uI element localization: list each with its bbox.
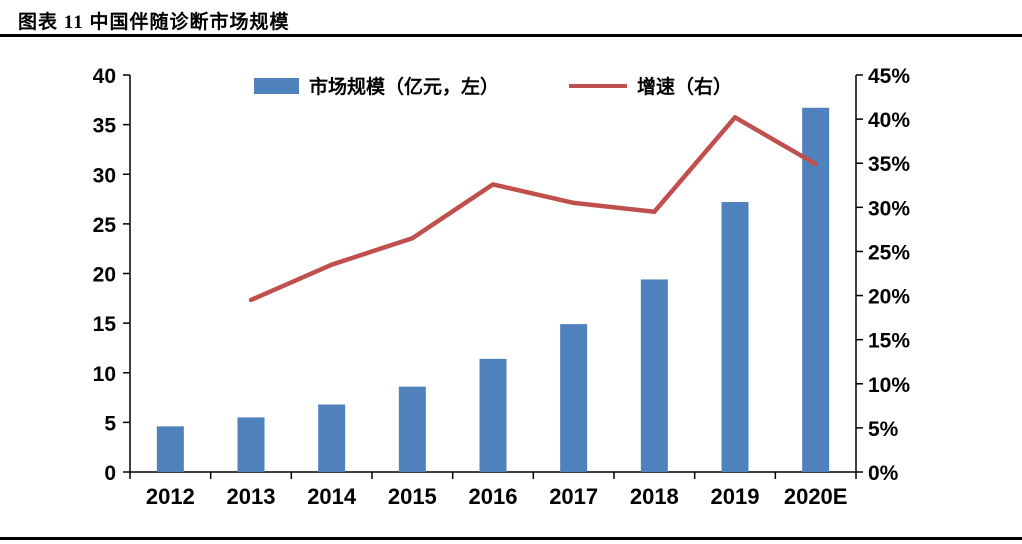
legend-item-growth-rate: 增速（右） xyxy=(569,72,732,99)
legend-label: 市场规模（亿元，左） xyxy=(308,77,499,98)
bar-2017 xyxy=(560,324,588,472)
bar-2012 xyxy=(156,426,184,472)
x-axis-tick-label: 2017 xyxy=(549,484,598,509)
x-axis-tick-label: 2015 xyxy=(388,484,437,509)
right-axis-tick-label: 25% xyxy=(868,241,910,264)
x-axis-tick-label: 2014 xyxy=(307,484,357,509)
right-axis-tick-label: 30% xyxy=(868,197,910,220)
bar-2013 xyxy=(237,417,265,472)
x-axis-tick-label: 2013 xyxy=(227,484,276,509)
bar-2018 xyxy=(640,279,668,472)
left-axis-tick-label: 40 xyxy=(93,65,116,88)
right-axis-tick-label: 10% xyxy=(868,374,910,397)
page-bottom-rule xyxy=(0,537,1022,540)
bar-2014 xyxy=(318,404,346,472)
x-axis-tick-label: 2018 xyxy=(630,484,679,509)
line-series-swatch xyxy=(569,83,627,88)
bar-series-swatch xyxy=(253,77,299,94)
left-axis-tick-label: 5 xyxy=(104,412,116,435)
right-axis-tick-label: 45% xyxy=(868,65,910,88)
growth-rate-line xyxy=(248,115,818,303)
right-axis-tick-label: 0% xyxy=(868,462,899,485)
bar-2016 xyxy=(479,358,507,472)
bar-2019 xyxy=(721,202,749,473)
left-axis-tick-label: 30 xyxy=(93,164,116,187)
left-axis-tick-label: 25 xyxy=(93,214,117,237)
page-title: 图表 11 中国伴随诊断市场规模 xyxy=(18,12,290,33)
x-axis-tick-label: 2019 xyxy=(711,484,760,509)
left-axis-tick-label: 10 xyxy=(93,363,116,386)
x-axis-tick-label: 2016 xyxy=(469,484,518,509)
right-axis-tick-label: 35% xyxy=(868,153,910,176)
right-axis-tick-label: 5% xyxy=(868,418,899,441)
left-axis-tick-label: 20 xyxy=(93,264,116,287)
right-axis-tick-label: 20% xyxy=(868,286,910,309)
x-axis-tick-label: 2012 xyxy=(146,484,195,509)
left-axis-tick-label: 15 xyxy=(93,313,117,336)
right-axis-tick-label: 40% xyxy=(868,109,910,132)
title-underline xyxy=(0,34,1022,37)
chart-legend: 市场规模（亿元，左） 增速（右） xyxy=(130,72,856,99)
bar-2015 xyxy=(398,386,426,472)
chart-canvas: 0 5 10 15 20 25 30 35 40 0% 5% 10% 15% 20% 25% 30% 35% 40… xyxy=(93,65,911,509)
legend-label: 增速（右） xyxy=(637,77,733,98)
left-axis-tick-label: 0 xyxy=(104,462,116,485)
left-axis-tick-label: 35 xyxy=(93,115,117,138)
chart: 0 5 10 15 20 25 30 35 40 0% 5% 10% 15% 20% 25% 30% 35% 40… xyxy=(0,40,1022,534)
legend-item-market-size: 市场规模（亿元，左） xyxy=(253,72,499,99)
right-axis-tick-label: 15% xyxy=(868,330,910,353)
x-axis-tick-label: 2020E xyxy=(784,484,848,509)
bar-2020E xyxy=(802,107,830,472)
